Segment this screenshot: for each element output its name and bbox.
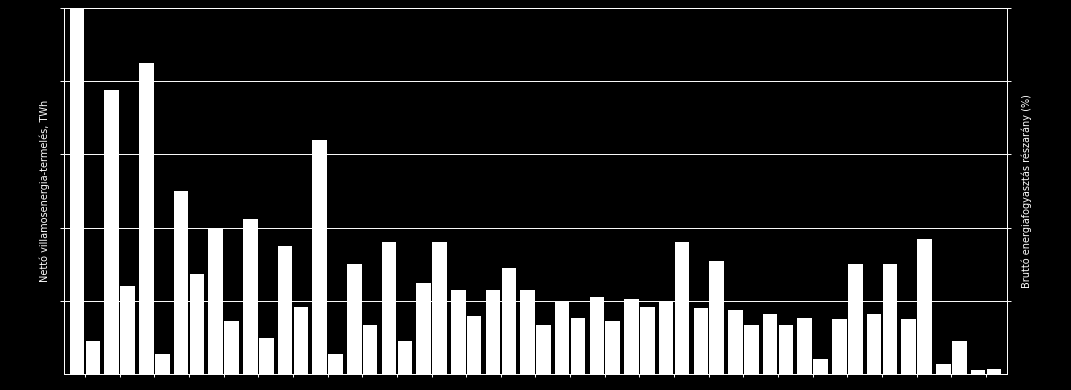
Bar [139,63,153,374]
Bar [363,325,377,374]
Bar [277,246,292,374]
Bar [952,341,966,374]
Bar [433,243,447,374]
Bar [313,140,327,374]
Bar [329,354,343,374]
Bar [501,268,516,374]
Bar [86,341,101,374]
Bar [174,191,188,374]
Bar [555,301,570,374]
Bar [902,319,916,374]
Bar [640,307,654,374]
Bar [832,319,847,374]
Bar [728,310,742,374]
Y-axis label: Bruttó energiafogyasztás részarány (%): Bruttó energiafogyasztás részarány (%) [1022,94,1031,288]
Bar [451,290,466,374]
Bar [347,264,362,374]
Bar [571,317,586,374]
Bar [397,341,412,374]
Bar [675,243,690,374]
Bar [986,369,1001,374]
Y-axis label: Nettó villamosenergia-termelés, TWh: Nettó villamosenergia-termelés, TWh [40,100,49,282]
Bar [970,370,985,374]
Bar [866,314,881,374]
Bar [883,264,897,374]
Bar [467,316,482,374]
Bar [485,290,500,374]
Bar [605,321,620,374]
Bar [224,321,239,374]
Bar [848,264,862,374]
Bar [209,228,223,374]
Bar [155,354,169,374]
Bar [744,325,758,374]
Bar [259,338,273,374]
Bar [763,314,778,374]
Bar [779,325,794,374]
Bar [694,308,708,374]
Bar [537,325,550,374]
Bar [293,307,308,374]
Bar [521,290,534,374]
Bar [190,274,205,374]
Bar [659,301,674,374]
Bar [936,364,951,374]
Bar [813,359,828,374]
Bar [120,286,135,374]
Bar [589,298,604,374]
Bar [918,239,932,374]
Bar [105,90,119,374]
Bar [243,218,258,374]
Bar [798,317,812,374]
Bar [381,243,396,374]
Bar [709,261,724,374]
Bar [624,299,638,374]
Bar [70,8,85,374]
Bar [417,283,431,374]
